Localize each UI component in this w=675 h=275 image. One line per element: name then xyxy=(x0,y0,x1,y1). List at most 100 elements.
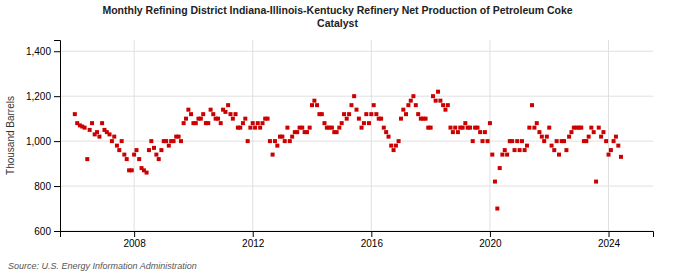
point xyxy=(500,153,504,157)
point xyxy=(112,135,116,139)
tick-label: 1,000 xyxy=(26,136,51,147)
point xyxy=(337,126,341,130)
point xyxy=(310,103,314,107)
point xyxy=(234,112,238,116)
point xyxy=(145,171,149,175)
point xyxy=(241,121,245,125)
point xyxy=(384,130,388,134)
point xyxy=(392,148,396,152)
point xyxy=(362,121,366,125)
point xyxy=(189,112,193,116)
grid-line xyxy=(371,40,372,231)
point xyxy=(246,139,250,143)
point xyxy=(424,117,428,121)
point xyxy=(616,144,620,148)
point xyxy=(510,139,514,143)
point xyxy=(97,135,101,139)
point xyxy=(446,103,450,107)
point xyxy=(340,121,344,125)
point xyxy=(315,103,319,107)
tick-label: 2020 xyxy=(479,238,502,249)
point xyxy=(406,103,410,107)
point xyxy=(584,139,588,143)
point xyxy=(589,126,593,130)
point xyxy=(520,139,524,143)
grid-line xyxy=(60,96,653,97)
point xyxy=(85,157,89,161)
point xyxy=(157,157,161,161)
grid-line xyxy=(60,186,653,187)
point xyxy=(117,148,121,152)
point xyxy=(486,139,490,143)
tick-label: 2012 xyxy=(242,238,265,249)
tick: 2020 xyxy=(479,231,502,249)
tick-mark xyxy=(609,231,610,237)
point xyxy=(120,139,124,143)
grid-line xyxy=(489,40,490,231)
point xyxy=(579,126,583,130)
plot: 200820122016202020246008001,0001,2001,40… xyxy=(26,40,654,249)
point xyxy=(211,112,215,116)
point xyxy=(451,130,455,134)
title-line: Catalyst xyxy=(317,17,358,29)
point xyxy=(201,112,205,116)
point xyxy=(184,117,188,121)
point xyxy=(555,139,559,143)
point xyxy=(441,103,445,107)
point xyxy=(194,121,198,125)
tick-mark xyxy=(54,186,60,187)
tick-label: 1,400 xyxy=(26,46,51,57)
point xyxy=(159,148,163,152)
point xyxy=(515,139,519,143)
point xyxy=(495,207,499,211)
point xyxy=(152,146,156,150)
point xyxy=(209,108,213,112)
point xyxy=(360,126,364,130)
point xyxy=(330,126,334,130)
point xyxy=(569,130,573,134)
point xyxy=(535,121,539,125)
point xyxy=(95,130,99,134)
point xyxy=(132,153,136,157)
point xyxy=(288,139,292,143)
point xyxy=(518,148,522,152)
point xyxy=(382,126,386,130)
axis-line xyxy=(61,232,654,238)
point xyxy=(619,155,623,159)
point xyxy=(552,148,556,152)
point xyxy=(355,108,359,112)
point xyxy=(268,139,272,143)
point xyxy=(251,121,255,125)
point xyxy=(599,135,603,139)
point xyxy=(374,112,378,116)
point xyxy=(261,121,265,125)
point xyxy=(283,139,287,143)
point xyxy=(503,148,507,152)
point xyxy=(110,139,114,143)
title-line: Monthly Refining District Indiana-Illino… xyxy=(102,4,572,16)
chart: Monthly Refining District Indiana-Illino… xyxy=(0,0,675,275)
point xyxy=(179,139,183,143)
tick: 2012 xyxy=(242,231,265,249)
point xyxy=(463,121,467,125)
point xyxy=(369,112,373,116)
tick: 600 xyxy=(34,226,60,237)
point xyxy=(300,126,304,130)
point xyxy=(164,139,168,143)
point xyxy=(238,126,242,130)
point xyxy=(367,121,371,125)
title: Monthly Refining District Indiana-Illino… xyxy=(102,4,572,29)
point xyxy=(90,121,94,125)
point xyxy=(387,135,391,139)
point xyxy=(471,139,475,143)
point xyxy=(389,144,393,148)
point xyxy=(335,130,339,134)
point xyxy=(372,103,376,107)
point xyxy=(532,126,536,130)
point xyxy=(216,117,220,121)
point xyxy=(149,139,153,143)
point xyxy=(481,139,485,143)
point xyxy=(488,121,492,125)
point xyxy=(186,108,190,112)
point xyxy=(253,126,257,130)
